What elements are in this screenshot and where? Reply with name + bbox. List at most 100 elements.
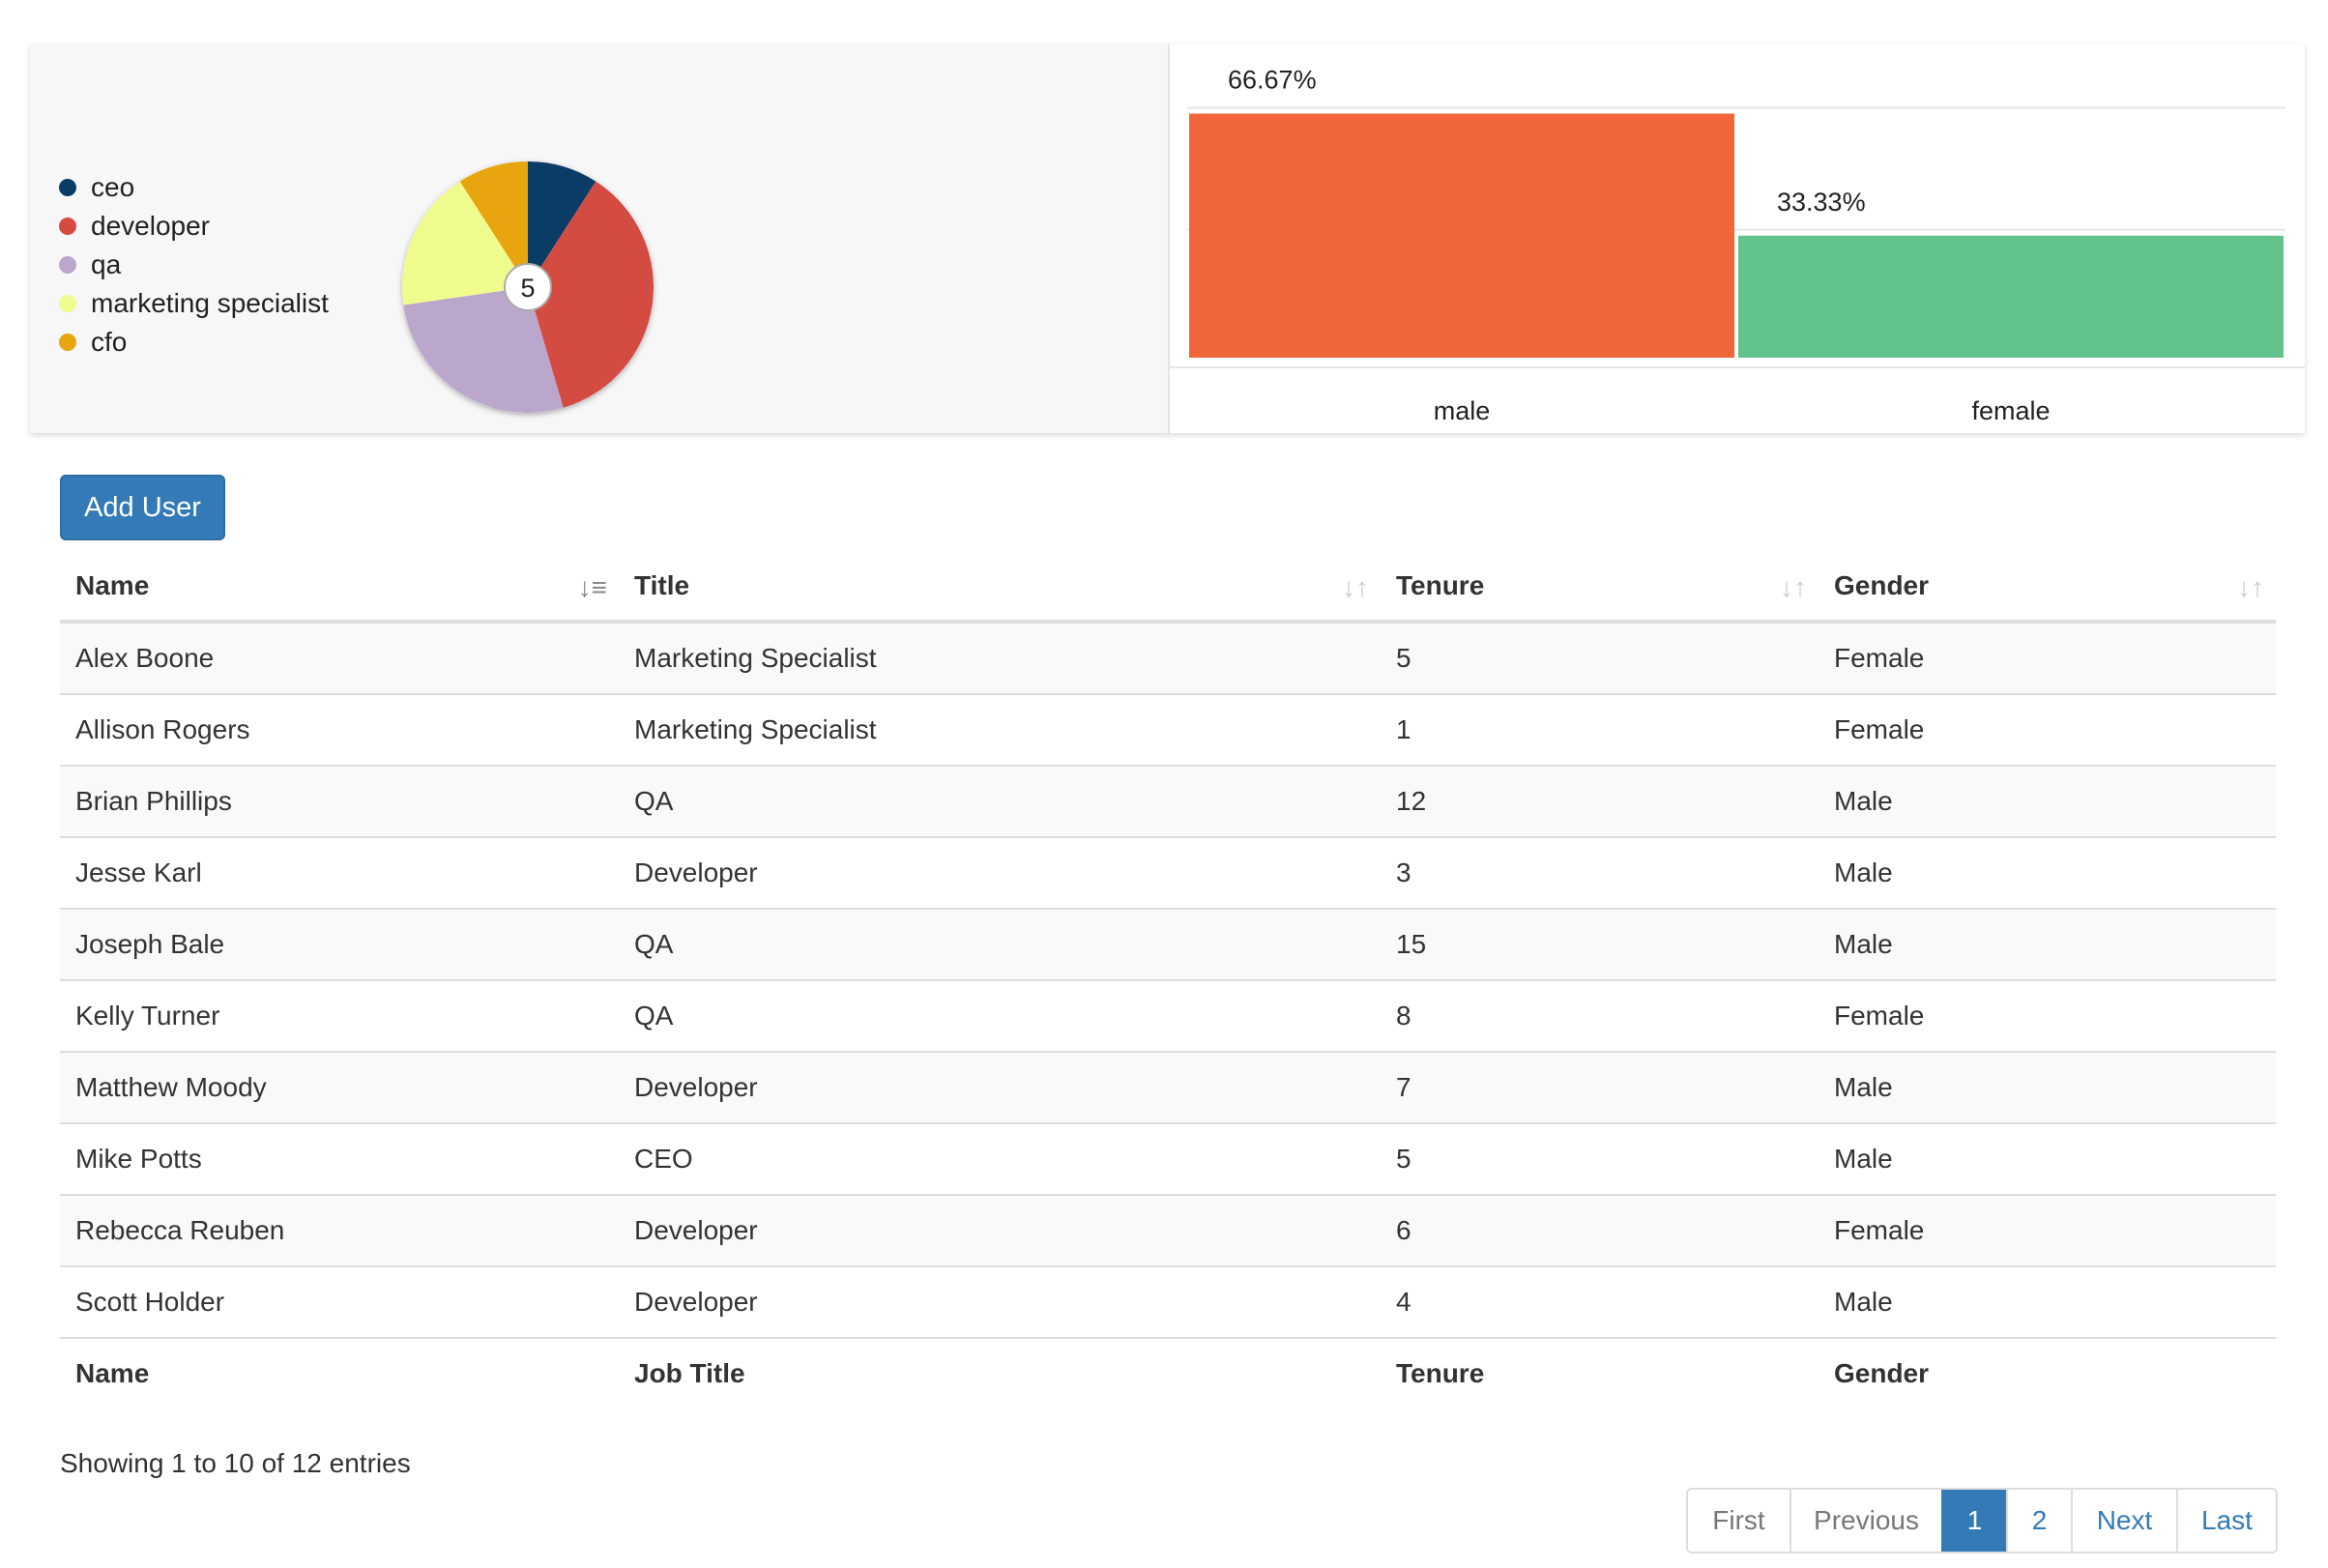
table-row[interactable]: Brian Phillips QA 12 Male (60, 765, 2276, 837)
cell-title: Marketing Specialist (619, 621, 1381, 694)
column-header-label: Gender (1834, 570, 1930, 600)
table-row[interactable]: Alex Boone Marketing Specialist 5 Female (60, 621, 2276, 694)
pie-legend: ceo developer qa marketing specialist cf… (59, 168, 329, 362)
cell-title: Developer (619, 1194, 1381, 1266)
cell-name: Kelly Turner (60, 979, 619, 1052)
gender-bar-chart: 66.67% male 33.33% female (1168, 44, 2305, 433)
table-row[interactable]: Rebecca Reuben Developer 6 Female (60, 1194, 2276, 1266)
cell-tenure: 6 (1381, 1194, 1819, 1266)
users-table: Name ↓≡ Title ↓↑ Tenure ↓↑ Gender ↓↑ Ale… (60, 552, 2276, 1408)
column-header-label: Name (75, 570, 150, 600)
legend-label: cfo (91, 327, 128, 357)
pie-slice-qa[interactable] (403, 287, 564, 413)
add-user-button[interactable]: Add User (60, 475, 225, 540)
charts-panel: ceo developer qa marketing specialist cf… (30, 44, 2305, 433)
column-header-label: Title (634, 570, 690, 600)
pie-slice-cfo[interactable] (459, 161, 528, 287)
pie-slice-marketing-specialist[interactable] (402, 181, 528, 305)
legend-dot (59, 218, 76, 235)
column-header-name[interactable]: Name ↓≡ (60, 552, 619, 624)
cell-gender: Female (1819, 1194, 2276, 1266)
legend-label: qa (91, 249, 122, 279)
cell-title: QA (619, 979, 1381, 1052)
pie-slice-developer[interactable] (528, 181, 654, 408)
table-header-row: Name ↓≡ Title ↓↑ Tenure ↓↑ Gender ↓↑ (60, 552, 2276, 624)
legend-item-ceo[interactable]: ceo (59, 168, 329, 207)
legend-item-qa[interactable]: qa (59, 246, 329, 284)
column-header-tenure[interactable]: Tenure ↓↑ (1381, 552, 1819, 624)
cell-gender: Female (1819, 693, 2276, 766)
cell-tenure: 7 (1381, 1051, 1819, 1123)
cell-title: Marketing Specialist (619, 693, 1381, 766)
title-pie-chart: ceo developer qa marketing specialist cf… (30, 44, 1170, 433)
cell-tenure: 4 (1381, 1265, 1819, 1338)
table-row[interactable]: Joseph Bale QA 15 Male (60, 908, 2276, 980)
column-header-title[interactable]: Title ↓↑ (619, 552, 1381, 624)
pie-center (504, 263, 552, 311)
cell-name: Alex Boone (60, 621, 619, 694)
bar-chart: 66.67% male 33.33% female (1168, 66, 2305, 425)
cell-title: Developer (619, 1051, 1381, 1123)
legend-dot (59, 179, 76, 196)
footer-gender: Gender (1819, 1337, 2276, 1408)
cell-name: Brian Phillips (60, 765, 619, 837)
cell-tenure: 1 (1381, 693, 1819, 766)
cell-name: Matthew Moody (60, 1051, 619, 1123)
pagination: First Previous 1 2 Next Last (1686, 1488, 2278, 1553)
cell-gender: Male (1819, 1122, 2276, 1195)
table-info: Showing 1 to 10 of 12 entries (60, 1448, 411, 1478)
legend-label: ceo (91, 172, 135, 202)
cell-tenure: 12 (1381, 765, 1819, 837)
next-page-button[interactable]: Next (2071, 1490, 2176, 1552)
cell-gender: Male (1819, 908, 2276, 980)
column-header-gender[interactable]: Gender ↓↑ (1819, 552, 2276, 624)
pie-chart: 5 (402, 161, 654, 413)
footer-tenure: Tenure (1381, 1337, 1819, 1408)
cell-name: Mike Potts (60, 1122, 619, 1195)
cell-name: Allison Rogers (60, 693, 619, 766)
table-row[interactable]: Matthew Moody Developer 7 Male (60, 1051, 2276, 1123)
table-row[interactable]: Scott Holder Developer 4 Male (60, 1265, 2276, 1338)
cell-gender: Female (1819, 621, 2276, 694)
cell-title: Developer (619, 836, 1381, 909)
previous-page-button[interactable]: Previous (1790, 1490, 1941, 1552)
sort-both-icon: ↓↑ (1342, 572, 1369, 602)
pie-slice-ceo[interactable] (528, 161, 597, 287)
last-page-button[interactable]: Last (2176, 1490, 2276, 1552)
sort-ascending-icon: ↓≡ (577, 572, 607, 602)
legend-label: developer (91, 211, 210, 241)
legend-item-marketing-specialist[interactable]: marketing specialist (59, 284, 329, 323)
cell-name: Joseph Bale (60, 908, 619, 980)
page-button-2[interactable]: 2 (2006, 1490, 2071, 1552)
table-row[interactable]: Kelly Turner QA 8 Female (60, 979, 2276, 1052)
cell-name: Rebecca Reuben (60, 1194, 619, 1266)
cell-gender: Female (1819, 979, 2276, 1052)
column-header-label: Tenure (1396, 570, 1485, 600)
bar-data-label: 33.33% (1777, 188, 1866, 217)
bar-female[interactable] (1738, 235, 2284, 358)
bar-category-label: male (1434, 396, 1491, 425)
cell-tenure: 5 (1381, 1122, 1819, 1195)
legend-label: marketing specialist (91, 288, 329, 318)
cell-title: QA (619, 765, 1381, 837)
cell-gender: Male (1819, 1051, 2276, 1123)
cell-gender: Male (1819, 1265, 2276, 1338)
first-page-button[interactable]: First (1688, 1490, 1790, 1552)
table-row[interactable]: Allison Rogers Marketing Specialist 1 Fe… (60, 693, 2276, 766)
sort-both-icon: ↓↑ (2237, 572, 2264, 602)
legend-dot (59, 334, 76, 351)
bar-data-label: 66.67% (1228, 66, 1317, 95)
bar-male[interactable] (1189, 113, 1734, 358)
cell-tenure: 8 (1381, 979, 1819, 1052)
legend-item-cfo[interactable]: cfo (59, 323, 329, 362)
table-footer-row: Name Job Title Tenure Gender (60, 1337, 2276, 1408)
cell-title: Developer (619, 1265, 1381, 1338)
page-button-1[interactable]: 1 (1941, 1490, 2006, 1552)
cell-title: QA (619, 908, 1381, 980)
cell-gender: Male (1819, 765, 2276, 837)
pie-center-label: 5 (520, 274, 535, 303)
footer-job-title: Job Title (619, 1337, 1381, 1408)
table-row[interactable]: Mike Potts CEO 5 Male (60, 1122, 2276, 1195)
legend-item-developer[interactable]: developer (59, 207, 329, 246)
table-row[interactable]: Jesse Karl Developer 3 Male (60, 836, 2276, 909)
